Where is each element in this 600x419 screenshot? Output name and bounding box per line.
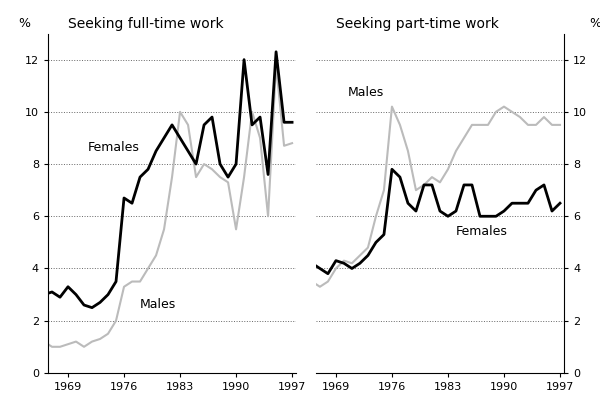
Text: %: % bbox=[589, 17, 600, 30]
Text: Males: Males bbox=[140, 297, 176, 310]
Text: Seeking part-time work: Seeking part-time work bbox=[336, 17, 499, 31]
Text: Seeking full-time work: Seeking full-time work bbox=[68, 17, 223, 31]
Text: Females: Females bbox=[456, 225, 508, 238]
Text: Males: Males bbox=[348, 86, 384, 99]
Text: Females: Females bbox=[88, 141, 140, 154]
Text: %: % bbox=[18, 17, 30, 30]
